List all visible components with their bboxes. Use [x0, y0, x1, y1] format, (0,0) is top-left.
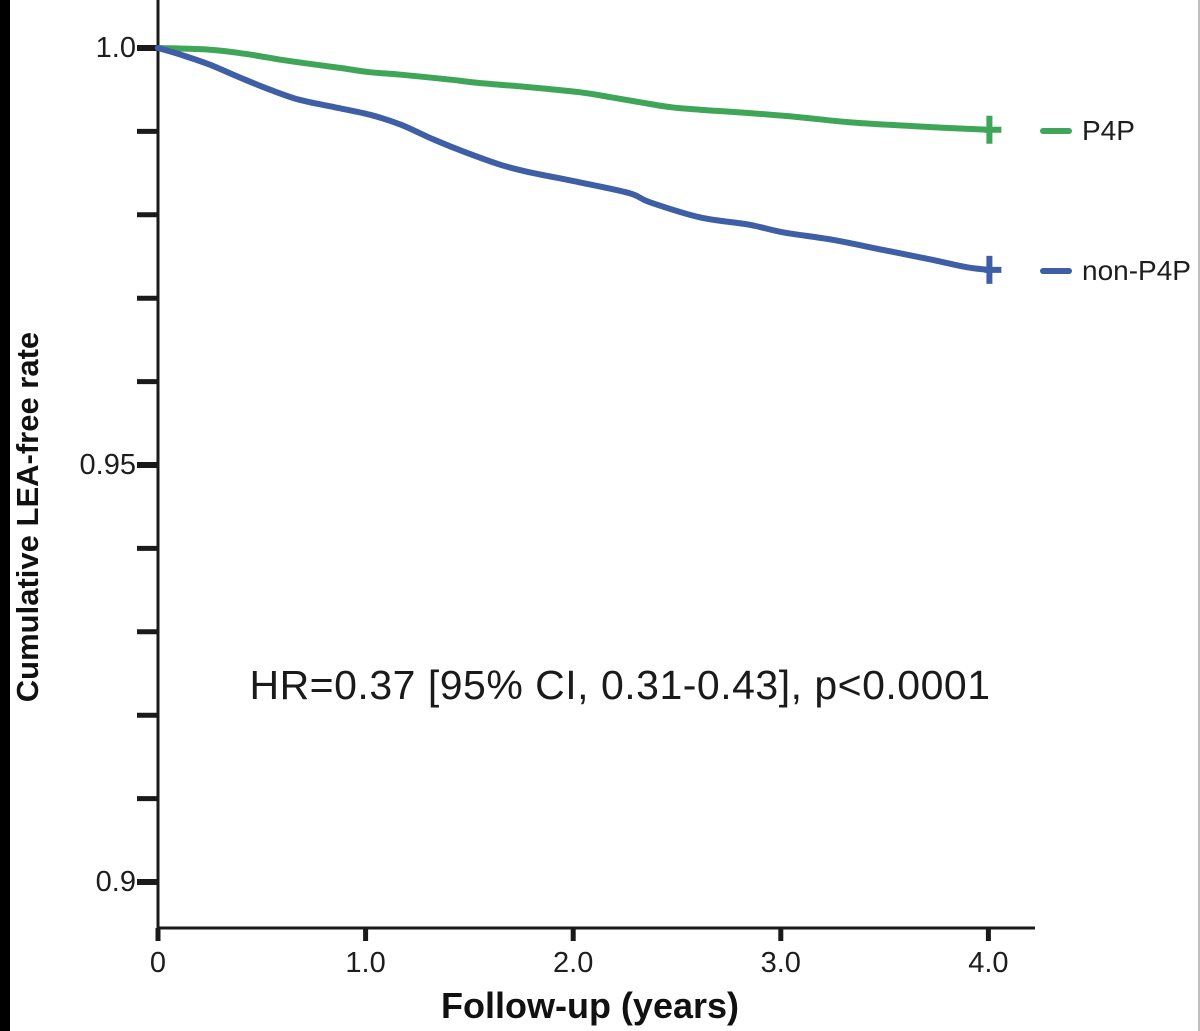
- left-crop-bar: [0, 0, 10, 1031]
- legend-entry-p4p: P4P: [1040, 115, 1135, 146]
- x-tick-label: 4.0: [968, 947, 1009, 979]
- y-tick-label: 1.0: [95, 32, 136, 64]
- p4p-legend-dash-icon: [1040, 128, 1072, 134]
- x-tick-label: 1.0: [345, 947, 386, 979]
- x-tick-label: 0: [149, 947, 167, 979]
- y-tick-label: 0.9: [95, 866, 136, 898]
- y-tick-label: 0.95: [79, 449, 136, 481]
- x-tick-label: 2.0: [553, 947, 594, 979]
- non-p4p-legend-dash-icon: [1040, 268, 1072, 274]
- x-tick-label: 3.0: [760, 947, 801, 979]
- p4p-curve: [155, 45, 992, 133]
- right-edge-line: [1198, 0, 1200, 1031]
- p4p-legend-label: P4P: [1082, 115, 1135, 146]
- y-axis-title: Cumulative LEA-free rate: [10, 331, 45, 703]
- hazard-ratio-annotation: HR=0.37 [95% CI, 0.31-0.43], p<0.0001: [249, 662, 991, 708]
- legend-entry-non-p4p: non-P4P: [1040, 255, 1191, 286]
- x-axis-title: Follow-up (years): [440, 985, 740, 1026]
- non-p4p-curve: [155, 45, 992, 273]
- non-p4p-legend-label: non-P4P: [1082, 255, 1191, 286]
